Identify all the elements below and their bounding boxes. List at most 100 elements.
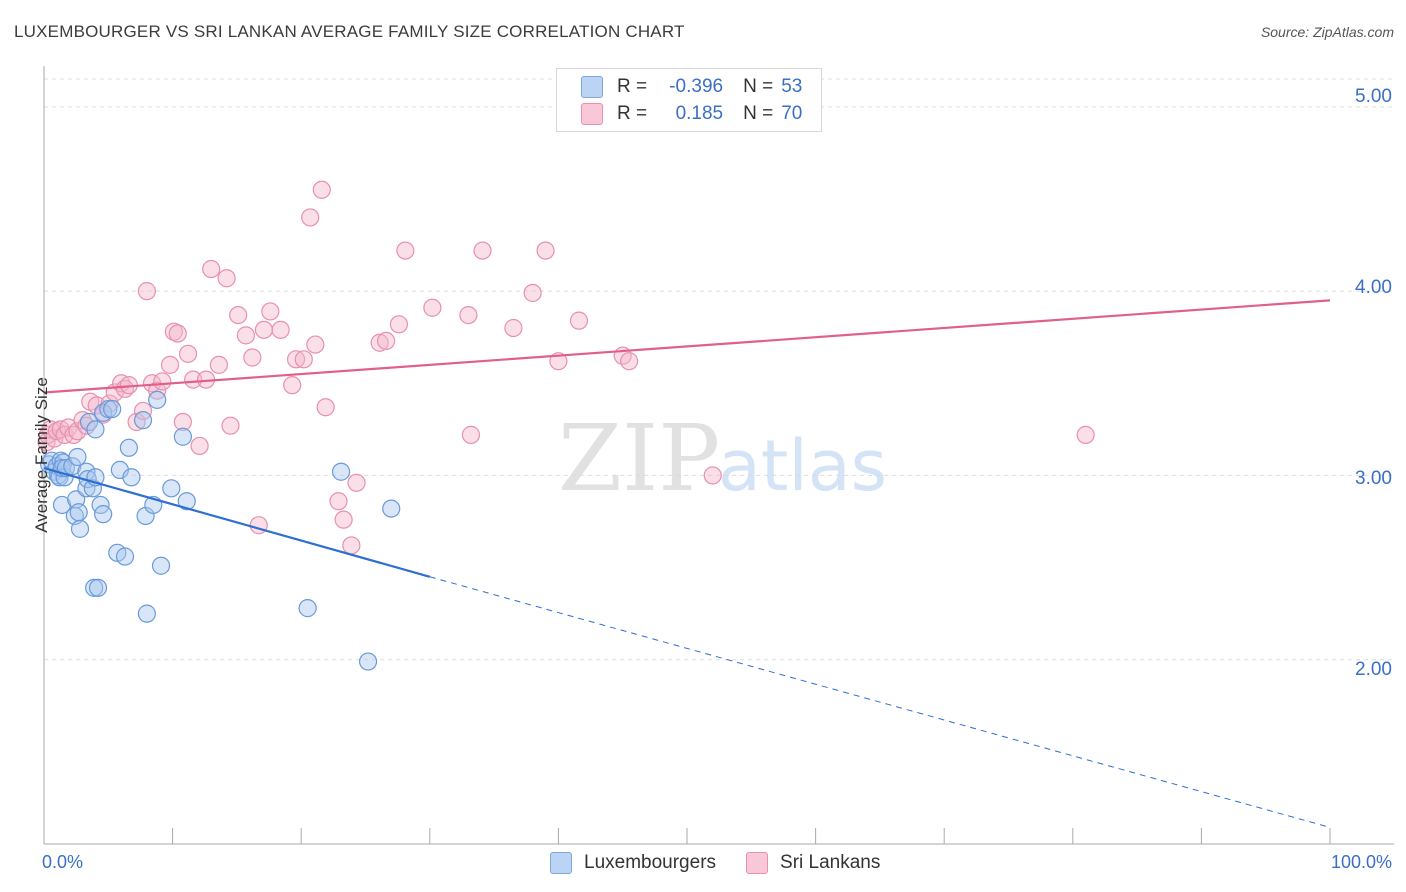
data-point-luxembourgers (162, 479, 181, 498)
data-point-sri-lankans (209, 355, 228, 374)
data-point-sri-lankans (523, 283, 542, 303)
data-point-sri-lankans (184, 370, 203, 389)
data-point-sri-lankans (294, 350, 313, 369)
data-point-sri-lankans (620, 352, 639, 371)
data-point-luxembourgers (99, 399, 118, 419)
data-point-luxembourgers (133, 411, 153, 430)
data-point-sri-lankans (461, 425, 481, 444)
data-point-luxembourgers (115, 547, 135, 566)
data-point-sri-lankans (703, 466, 722, 485)
data-point-sri-lankans (569, 311, 589, 330)
data-point-luxembourgers (122, 468, 141, 487)
data-point-sri-lankans (473, 241, 492, 260)
data-point-sri-lankans (190, 436, 209, 456)
data-point-sri-lankans (217, 269, 236, 288)
trend-line-sri-lankans (43, 299, 1331, 394)
data-point-luxembourgers (137, 604, 156, 623)
data-point-sri-lankans (148, 381, 167, 400)
data-point-sri-lankans (45, 429, 64, 448)
data-point-luxembourgers (94, 505, 113, 524)
data-point-luxembourgers (298, 599, 317, 618)
luxembourgers-points (40, 390, 401, 671)
data-point-sri-lankans (153, 372, 172, 391)
data-point-luxembourgers (79, 412, 99, 432)
y-axis-label: Average Family Size (32, 377, 51, 533)
data-point-sri-lankans (504, 318, 523, 338)
data-point-luxembourgers (119, 438, 138, 457)
data-point-luxembourgers (88, 578, 108, 597)
data-point-sri-lankans (334, 510, 353, 529)
y-tick-label: 4.00 (1355, 277, 1392, 298)
data-point-luxembourgers (69, 503, 88, 522)
data-point-sri-lankans (370, 333, 389, 352)
data-point-sri-lankans (160, 355, 180, 374)
legend-row-sri-lankans: R = 0.185 N = 70 (581, 102, 802, 126)
watermark-atlas: atlas (718, 425, 887, 507)
data-point-sri-lankans (459, 306, 478, 325)
data-point-sri-lankans (301, 208, 320, 227)
x-tick-label-min: 0.0% (42, 852, 84, 872)
x-tick-label-max: 100.0% (1330, 852, 1392, 872)
chart-title: LUXEMBOURGER VS SRI LANKAN AVERAGE FAMIL… (14, 22, 685, 41)
r-label: R = (617, 103, 648, 124)
data-point-luxembourgers (103, 399, 122, 419)
data-point-sri-lankans (127, 412, 146, 432)
data-point-luxembourgers (68, 447, 87, 467)
data-point-sri-lankans (133, 401, 153, 421)
data-point-sri-lankans (316, 398, 335, 417)
data-point-sri-lankans (423, 298, 442, 317)
y-tick-label: 2.00 (1355, 659, 1392, 680)
data-point-sri-lankans (229, 306, 248, 325)
data-point-sri-lankans (202, 259, 221, 279)
blue-swatch (550, 852, 572, 874)
data-point-sri-lankans (283, 376, 302, 395)
data-point-sri-lankans (312, 180, 331, 199)
data-point-sri-lankans (236, 326, 256, 345)
data-point-sri-lankans (536, 241, 555, 260)
n-label: N = (743, 103, 774, 124)
legend-item-sri-lankans[interactable]: Sri Lankans (746, 852, 880, 874)
legend-row-luxembourgers: R = -0.396 N = 53 (581, 75, 802, 99)
r-label: R = (617, 76, 648, 97)
r-value: 0.185 (675, 103, 724, 124)
data-point-sri-lankans (286, 350, 306, 369)
data-point-luxembourgers (177, 492, 196, 511)
data-point-sri-lankans (168, 324, 187, 343)
sri-lankans-points (37, 180, 1095, 555)
source-label: Source: ZipAtlas.com (1260, 24, 1394, 40)
axes (43, 66, 1394, 845)
trend-line-luxembourgers (43, 466, 431, 578)
data-point-luxembourgers (148, 390, 167, 409)
legend-label: Luxembourgers (584, 852, 717, 873)
data-point-sri-lankans (243, 348, 262, 367)
y-tick-label: 3.00 (1355, 468, 1392, 489)
data-point-luxembourgers (358, 652, 378, 671)
data-point-sri-lankans (376, 331, 396, 350)
series-legend: Luxembourgers Sri Lankans (550, 852, 910, 874)
data-point-sri-lankans (261, 302, 280, 321)
data-point-sri-lankans (396, 241, 415, 260)
legend-item-luxembourgers[interactable]: Luxembourgers (550, 852, 716, 874)
data-point-luxembourgers (86, 420, 105, 439)
trend-lines (43, 299, 1331, 828)
data-point-luxembourgers (70, 519, 90, 538)
data-point-sri-lankans (254, 320, 274, 339)
data-point-luxembourgers (85, 578, 104, 597)
grid-lines (44, 78, 1394, 661)
watermark-zip: ZIP (558, 405, 720, 512)
legend-label: Sri Lankans (780, 852, 881, 873)
data-point-sri-lankans (221, 416, 240, 435)
data-point-sri-lankans (137, 282, 156, 301)
data-point-luxembourgers (382, 499, 401, 518)
data-point-sri-lankans (306, 335, 325, 354)
data-point-sri-lankans (178, 344, 198, 363)
data-point-sri-lankans (389, 315, 409, 334)
data-point-sri-lankans (271, 320, 290, 339)
blue-swatch (581, 76, 603, 98)
data-point-sri-lankans (342, 536, 361, 555)
stats-legend: R = -0.396 N = 53 R = 0.185 N = 70 (556, 68, 822, 132)
n-value: 70 (781, 103, 803, 124)
data-point-luxembourgers (331, 462, 351, 481)
data-point-sri-lankans (347, 473, 366, 492)
